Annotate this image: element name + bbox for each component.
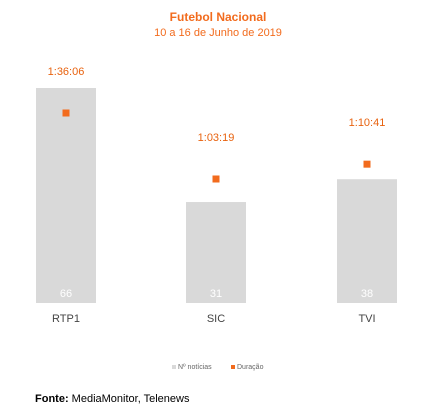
category-label: RTP1 [52, 313, 80, 325]
duration-marker [62, 109, 70, 117]
legend-swatch-duracao [231, 365, 235, 369]
bar-sic [186, 202, 246, 303]
legend-swatch-noticias [172, 365, 176, 369]
bar-value-label: 66 [60, 288, 72, 300]
duration-label: 1:03:19 [198, 132, 235, 144]
plot-area: 66 RTP1 1:36:06 31 SIC 1:03:19 38 TVI 1:10:41 [36, 66, 397, 325]
duration-label: 1:10:41 [349, 117, 386, 129]
source-text: MediaMonitor, Telenews [71, 393, 190, 405]
bar-rtp1 [36, 88, 96, 303]
legend-label-noticias: Nº notícias [178, 364, 212, 371]
chart-title: Futebol Nacional [170, 10, 267, 24]
source-label: Fonte: [35, 393, 69, 405]
category-label: SIC [207, 313, 225, 325]
legend: Nº notícias Duração [172, 364, 264, 371]
bar-value-label: 31 [210, 288, 222, 300]
bar-tvi [337, 179, 397, 303]
duration-marker [363, 160, 371, 168]
bar-value-label: 38 [361, 288, 373, 300]
category-label: TVI [358, 313, 375, 325]
chart-subtitle: 10 a 16 de Junho de 2019 [154, 27, 282, 39]
duration-label: 1:36:06 [48, 66, 85, 78]
duration-marker [212, 175, 220, 183]
legend-label-duracao: Duração [237, 364, 264, 371]
source-note: Fonte: MediaMonitor, Telenews [35, 393, 189, 405]
